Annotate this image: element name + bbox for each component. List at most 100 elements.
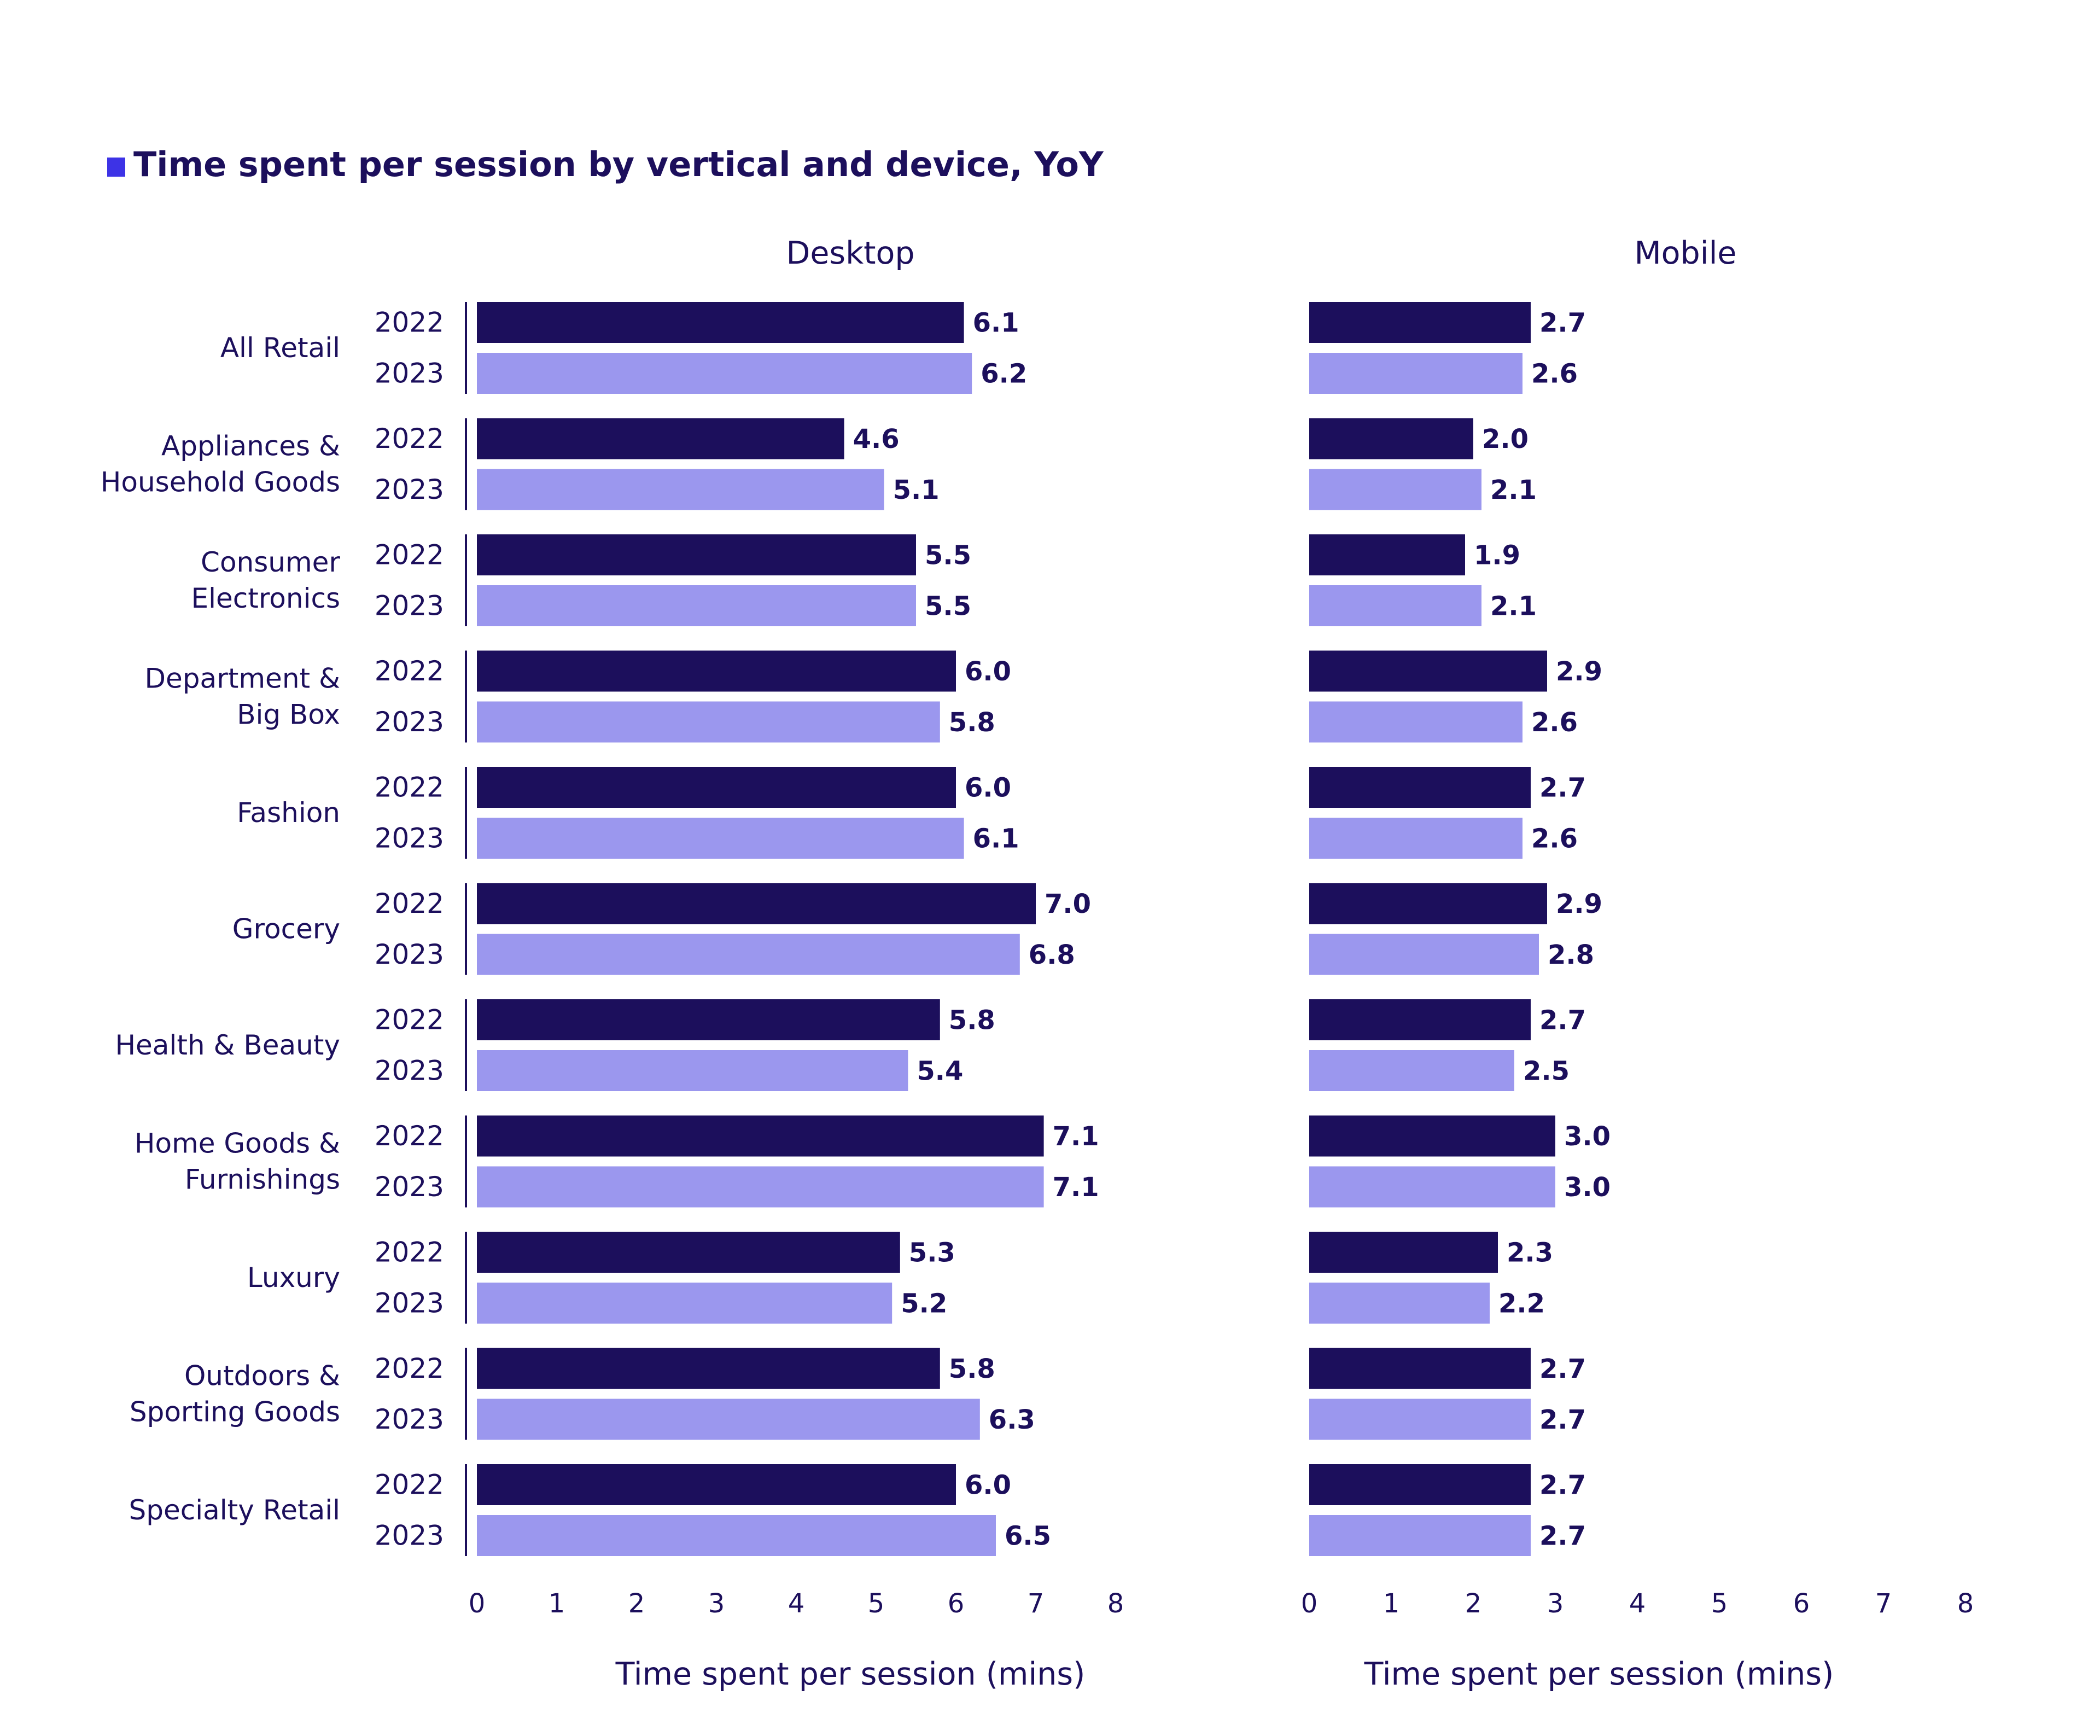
data-label: 2.6: [1531, 824, 1578, 854]
data-label: 2.7: [1539, 773, 1586, 803]
category-label: Fashion: [237, 797, 340, 829]
year-label: 2023: [375, 1171, 444, 1203]
tick-label: 5: [868, 1588, 885, 1619]
data-label: 5.5: [925, 591, 971, 622]
data-label: 4.6: [853, 424, 900, 455]
bar-2022: [1309, 1232, 1498, 1273]
chart-title: Time spent per session by vertical and d…: [133, 144, 1104, 184]
category-label: Furnishings: [185, 1164, 340, 1196]
data-label: 6.1: [973, 308, 1019, 339]
year-label: 2022: [375, 539, 444, 571]
tick-label: 7: [1028, 1588, 1045, 1619]
data-label: 2.1: [1490, 475, 1537, 505]
bar-2022: [477, 534, 916, 575]
category-label: Household Goods: [101, 467, 340, 498]
bar-2022: [477, 767, 956, 808]
data-label: 2.2: [1498, 1289, 1545, 1319]
bar-2023: [477, 353, 972, 394]
year-label: 2023: [375, 1403, 444, 1435]
data-label: 3.0: [1564, 1121, 1611, 1152]
bar-2022: [1309, 534, 1465, 575]
bar-2023: [477, 818, 964, 859]
data-label: 6.0: [965, 1470, 1011, 1501]
year-label: 2023: [375, 823, 444, 854]
data-label: 2.9: [1556, 656, 1602, 687]
data-label: 5.5: [925, 540, 971, 571]
category-label: Luxury: [247, 1262, 340, 1294]
bar-2023: [477, 1050, 908, 1091]
tick-label: 0: [469, 1588, 486, 1619]
data-label: 2.6: [1531, 707, 1578, 738]
data-label: 7.1: [1053, 1172, 1099, 1203]
bar-2023: [477, 585, 916, 626]
bar-2023: [477, 701, 940, 743]
category-label: All Retail: [220, 332, 340, 364]
category-label: Home Goods &: [135, 1128, 340, 1160]
data-label: 2.7: [1539, 308, 1586, 339]
category-label: Specialty Retail: [129, 1494, 340, 1526]
x-axis-title: Time spent per session (mins): [615, 1656, 1086, 1692]
panel-title: Mobile: [1635, 235, 1737, 271]
tick-label: 2: [1465, 1588, 1482, 1619]
bar-2023: [477, 1515, 996, 1556]
tick-label: 4: [788, 1588, 805, 1619]
data-label: 1.9: [1474, 540, 1520, 571]
data-label: 6.3: [989, 1405, 1035, 1435]
year-label: 2022: [375, 655, 444, 687]
category-label: Appliances &: [161, 430, 340, 462]
year-label: 2022: [375, 1237, 444, 1268]
category-label: Consumer: [201, 546, 340, 578]
bar-2022: [477, 418, 844, 459]
bar-2022: [1309, 302, 1531, 343]
year-label: 2022: [375, 1004, 444, 1036]
year-label: 2022: [375, 888, 444, 919]
tick-label: 2: [628, 1588, 645, 1619]
year-label: 2023: [375, 1520, 444, 1552]
data-label: 7.0: [1045, 889, 1091, 919]
year-label: 2022: [375, 1353, 444, 1384]
tick-label: 3: [1547, 1588, 1564, 1619]
data-label: 2.7: [1539, 1470, 1586, 1501]
year-label: 2023: [375, 1288, 444, 1319]
bar-2022: [1309, 999, 1531, 1040]
panel-mobile: Mobile 2.7 2.0 1.9 2.9 2.7 2.9 2.7 3.0 2.3 2.7 2.7 2…: [1301, 235, 1974, 1692]
bar-2022: [477, 1348, 940, 1389]
bar-2023: [477, 934, 1020, 975]
tick-label: 1: [1383, 1588, 1400, 1619]
data-label: 5.3: [909, 1238, 955, 1268]
panel-desktop: Desktop 6.1 4.6 5.5 6.0 6.0 7.0 5.8 7.1 5.3 5.8 6.0…: [465, 235, 1124, 1692]
data-label: 2.8: [1548, 940, 1594, 970]
bar-2023: [1309, 701, 1522, 743]
bar-2022: [477, 1115, 1044, 1157]
bar-2023: [1309, 818, 1522, 859]
tick-label: 0: [1301, 1588, 1318, 1619]
panel-title: Desktop: [786, 235, 914, 271]
data-label: 6.2: [981, 359, 1027, 389]
tick-label: 8: [1107, 1588, 1124, 1619]
bar-2022: [477, 1464, 956, 1505]
data-label: 2.7: [1539, 1005, 1586, 1036]
year-label: 2022: [375, 772, 444, 803]
data-label: 2.7: [1539, 1354, 1586, 1384]
year-label: 2023: [375, 590, 444, 622]
bar-2023: [477, 1399, 980, 1440]
year-label: 2022: [375, 307, 444, 339]
year-label: 2023: [375, 358, 444, 389]
bar-2023: [477, 469, 884, 510]
bar-2023: [1309, 1166, 1555, 1208]
title-marker: [107, 158, 125, 177]
category-label: Health & Beauty: [115, 1029, 340, 1061]
tick-label: 7: [1875, 1588, 1892, 1619]
data-label: 2.7: [1539, 1405, 1586, 1435]
bar-2023: [1309, 469, 1481, 510]
bar-2022: [477, 1232, 900, 1273]
data-label: 6.8: [1029, 940, 1075, 970]
data-label: 3.0: [1564, 1172, 1611, 1203]
bar-2022: [1309, 418, 1473, 459]
tick-label: 3: [708, 1588, 725, 1619]
bar-2023: [1309, 1283, 1490, 1324]
bar-2023: [477, 1166, 1044, 1208]
bar-2022: [1309, 767, 1531, 808]
data-label: 6.0: [965, 773, 1011, 803]
